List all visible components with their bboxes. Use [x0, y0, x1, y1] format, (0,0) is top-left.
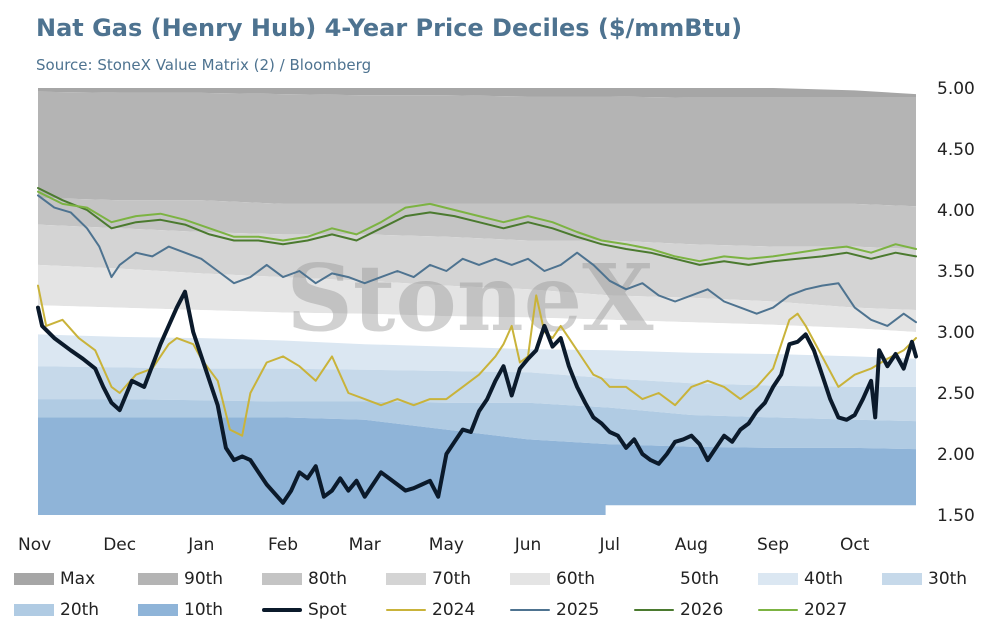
- y-tick-label: 4.00: [937, 201, 975, 221]
- chart-subtitle: Source: StoneX Value Matrix (2) / Bloomb…: [36, 56, 372, 74]
- legend-label: 2026: [680, 600, 724, 620]
- x-tick-label: Nov: [18, 535, 51, 555]
- legend-item-60th: 60th: [510, 566, 595, 592]
- x-tick-label: Jun: [514, 535, 542, 555]
- y-tick-label: 3.50: [937, 262, 975, 282]
- band-10th: [38, 417, 916, 515]
- band-40th: [38, 334, 916, 387]
- legend-label: 40th: [804, 569, 844, 589]
- legend-item-50th: 50th: [634, 566, 719, 592]
- legend-item-30th: 30th: [882, 566, 967, 592]
- legend-label: 20th: [60, 600, 100, 620]
- legend-label: 80th: [308, 569, 348, 589]
- legend-item-spot: Spot: [262, 597, 347, 623]
- legend-swatch: [510, 573, 550, 585]
- legend-label: Spot: [308, 600, 347, 620]
- band-70th: [38, 224, 916, 310]
- x-tick-label: Mar: [349, 535, 381, 555]
- legend-swatch: [634, 573, 674, 585]
- legend-line-sample: [386, 609, 426, 611]
- legend-label: 90th: [184, 569, 224, 589]
- legend-label: 2024: [432, 600, 476, 620]
- legend-line-sample: [758, 609, 798, 611]
- series-line-2027: [37, 190, 917, 263]
- legend-swatch: [14, 604, 54, 616]
- chart-plot: StoneX 5.004.504.003.503.002.502.001.50 …: [18, 79, 975, 555]
- x-tick-label: Aug: [675, 535, 708, 555]
- x-tick-label: Feb: [268, 535, 298, 555]
- legend-item-80th: 80th: [262, 566, 347, 592]
- legend-swatch: [882, 573, 922, 585]
- y-tick-label: 5.00: [937, 79, 975, 99]
- band-60th: [38, 264, 916, 332]
- legend-item-2027: 2027: [758, 597, 847, 623]
- x-tick-label: Sep: [757, 535, 789, 555]
- series-line-2025: [37, 194, 917, 327]
- x-axis: Nov Dec Jan Feb Mar May Jun Jul Aug Sep Oct: [18, 535, 870, 555]
- legend-label: 60th: [556, 569, 596, 589]
- legend-label: Max: [60, 569, 96, 589]
- legend-line-sample: [634, 609, 674, 611]
- legend-swatch: [386, 573, 426, 585]
- y-tick-label: 1.50: [937, 506, 975, 526]
- x-tick-label: Jan: [187, 535, 214, 555]
- y-tick-label: 4.50: [937, 140, 975, 160]
- series-line-2026: [37, 187, 917, 266]
- band-20th: [38, 399, 916, 450]
- series-line-2024: [37, 284, 917, 437]
- series-line-spot: [36, 289, 918, 505]
- legend-item-2026: 2026: [634, 597, 723, 623]
- legend-item-max: Max: [14, 566, 95, 592]
- band-90th: [38, 91, 916, 207]
- legend-item-40th: 40th: [758, 566, 843, 592]
- x-tick-label: Oct: [840, 535, 870, 555]
- price-series: [36, 187, 918, 505]
- legend-label: 70th: [432, 569, 472, 589]
- legend-label: 2025: [556, 600, 600, 620]
- legend-item-2025: 2025: [510, 597, 599, 623]
- legend-swatch: [262, 573, 302, 585]
- legend-item-10th: 10th: [138, 597, 223, 623]
- legend-swatch: [758, 573, 798, 585]
- y-tick-label: 3.00: [937, 323, 975, 343]
- legend-label: 30th: [928, 569, 968, 589]
- legend-line-sample: [262, 608, 302, 612]
- y-axis: 5.00 4.50 4.00 3.50 3.00 2.50 2.00 1.50: [937, 79, 975, 526]
- legend-item-20th: 20th: [14, 597, 99, 623]
- x-tick-label: Jul: [598, 535, 620, 555]
- legend-item-2024: 2024: [386, 597, 475, 623]
- legend-swatch: [138, 604, 178, 616]
- legend-swatch: [14, 573, 54, 585]
- stonex-watermark: StoneX: [286, 244, 654, 352]
- legend-label: 10th: [184, 600, 224, 620]
- y-tick-label: 2.00: [937, 445, 975, 465]
- legend-swatch: [138, 573, 178, 585]
- y-tick-label: 2.50: [937, 384, 975, 404]
- legend-line-sample: [510, 609, 550, 611]
- legend-label: 2027: [804, 600, 848, 620]
- legend-label: 50th: [680, 569, 720, 589]
- legend-item-90th: 90th: [138, 566, 223, 592]
- chart-title: Nat Gas (Henry Hub) 4-Year Price Deciles…: [36, 14, 743, 42]
- band-50th: [38, 305, 916, 359]
- band-max: [38, 88, 916, 98]
- x-tick-label: Dec: [103, 535, 136, 555]
- x-tick-label: May: [429, 535, 464, 555]
- legend-item-70th: 70th: [386, 566, 471, 592]
- band-80th: [38, 197, 916, 249]
